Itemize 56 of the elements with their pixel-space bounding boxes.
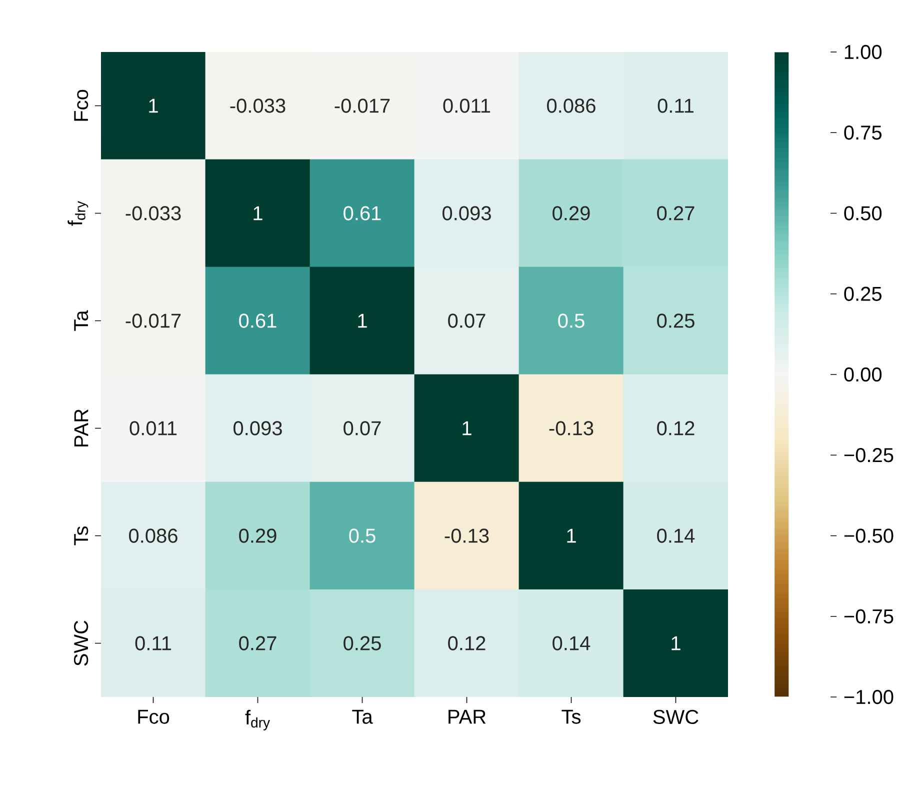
data-label: 0.086	[129, 528, 178, 543]
x-tick-label: SWC	[653, 710, 698, 724]
data-label: 1	[567, 528, 576, 543]
color-bar-label: 0.00	[844, 367, 882, 382]
color-bar-label: 0.25	[844, 286, 882, 301]
data-label: 1	[462, 421, 472, 436]
data-label: 0.27	[239, 636, 276, 650]
color-bar-label: −0.75	[844, 609, 894, 624]
color-bar-label: 1.00	[844, 44, 882, 60]
data-label: 0.25	[344, 636, 381, 650]
x-tick-label: Ta	[352, 710, 373, 724]
data-label: 0.29	[239, 528, 276, 543]
data-label: 1	[358, 314, 367, 328]
color-bar-label: 0.50	[844, 206, 882, 220]
data-label: 1	[672, 636, 680, 650]
data-label: 0.093	[442, 206, 491, 220]
data-label: 0.61	[239, 314, 276, 328]
data-label: 0.27	[657, 206, 694, 220]
y-tick-label: PAR	[74, 409, 88, 446]
data-label: 0.07	[448, 314, 486, 328]
data-label: 0.07	[344, 421, 381, 436]
data-label: 0.11	[658, 98, 694, 113]
data-label: 0.5	[558, 314, 584, 328]
data-label: 0.5	[349, 528, 376, 543]
data-label: 0.61	[344, 206, 381, 220]
data-label: 0.12	[657, 421, 694, 436]
x-tick-label: f$_{dry}$	[245, 710, 270, 730]
y-tick-label: SWC	[74, 620, 88, 666]
data-label: -0.017	[334, 98, 390, 113]
y-tick-label: Ts	[74, 526, 88, 546]
color-bar-label: −1.00	[844, 690, 894, 704]
color-bar-label: 0.75	[844, 126, 882, 140]
data-label: 1	[149, 98, 158, 113]
y-tick-label: Fco	[74, 90, 88, 121]
x-tick-label: PAR	[448, 710, 486, 724]
data-label: -0.033	[126, 206, 181, 220]
data-label: -0.13	[549, 421, 594, 436]
data-label: 0.011	[443, 98, 490, 113]
data-label: -0.13	[444, 528, 489, 543]
data-label: 0.11	[135, 636, 171, 650]
data-label: 0.093	[234, 421, 282, 436]
data-label: 1	[254, 206, 262, 220]
data-label: 0.12	[448, 636, 486, 650]
data-label: 0.29	[552, 206, 590, 220]
color-bar-label: −0.25	[844, 448, 894, 462]
x-tick-label: Ts	[562, 710, 581, 724]
color-bar-label: −0.50	[844, 528, 894, 543]
data-label: 0.011	[130, 421, 177, 436]
x-tick-label: Fco	[138, 710, 170, 724]
y-tick-label: Ta	[74, 310, 88, 331]
y-tick-label: f$_{dry}$	[68, 201, 88, 226]
data-label: 0.086	[547, 98, 596, 113]
data-label: -0.017	[126, 314, 181, 328]
data-label: 0.14	[552, 636, 590, 650]
data-label: -0.033	[230, 98, 286, 113]
data-label: 0.25	[657, 314, 694, 328]
